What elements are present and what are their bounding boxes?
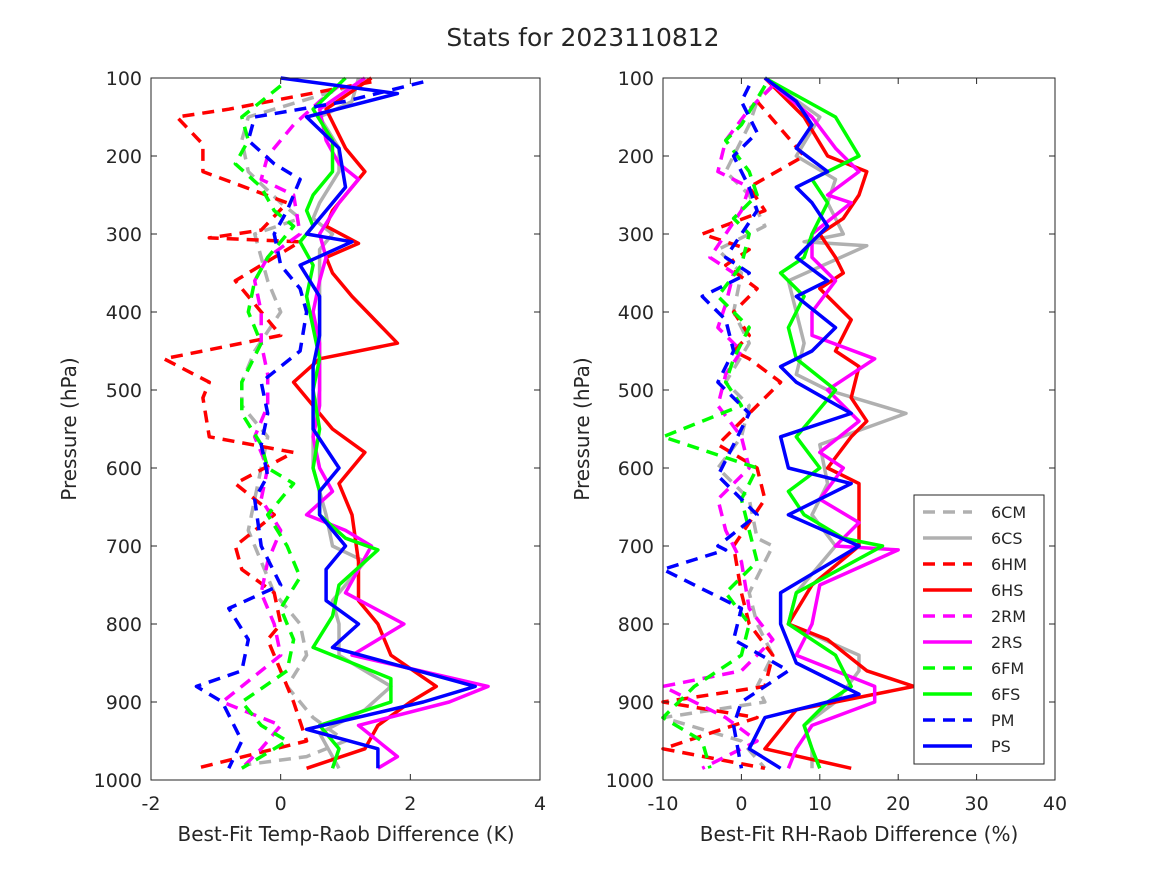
legend-label-6cs: 6CS <box>991 529 1023 548</box>
temp-ytick-label: 800 <box>106 614 142 636</box>
rh-panel: -10 0 10 20 30 40 100 200 300 400 500 600 700 800 900 1… <box>570 68 1067 846</box>
temp-ytick-label: 200 <box>106 146 142 168</box>
temp-panel: -2 0 2 4 100 200 300 400 500 600 700 800 900 1000 Bes… <box>57 68 546 846</box>
rh-xtick-label: -10 <box>647 793 678 815</box>
figure-title: Stats for 2023110812 <box>446 23 719 52</box>
rh-series-6fs <box>764 76 885 769</box>
legend-label-2rm: 2RM <box>991 607 1026 626</box>
rh-xtick-label: 40 <box>1043 793 1067 815</box>
temp-ytick-label: 900 <box>106 692 142 714</box>
temp-series-6hm <box>162 80 372 770</box>
rh-ytick-label: 800 <box>618 614 654 636</box>
rh-series-ps <box>747 76 861 770</box>
temp-ytick-label: 700 <box>106 536 142 558</box>
legend: 6CM 6CS 6HM 6HS 2RM 2RS 6FM 6FS PM PS <box>913 494 1045 765</box>
temp-series-6fs <box>298 76 393 769</box>
legend-label-6cm: 6CM <box>991 503 1026 522</box>
legend-label-6hm: 6HM <box>991 555 1027 574</box>
rh-y-axis-label: Pressure (hPa) <box>570 357 594 500</box>
rh-xtick-label: 0 <box>735 793 747 815</box>
temp-axes-box <box>150 77 541 781</box>
temp-ytick-label: 1000 <box>94 770 142 792</box>
rh-axes-box <box>662 77 1056 781</box>
temp-ytick-label: 600 <box>106 458 142 480</box>
rh-xtick-label: 30 <box>965 793 989 815</box>
legend-label-6fs: 6FS <box>991 685 1020 704</box>
legend-label-6hs: 6HS <box>991 581 1023 600</box>
temp-ytick-label: 300 <box>106 224 142 246</box>
legend-label-ps: PS <box>991 737 1011 756</box>
rh-ytick-label: 100 <box>618 68 654 90</box>
temp-series-6fm <box>233 84 302 770</box>
temp-series-2rm <box>220 84 341 770</box>
rh-ytick-label: 400 <box>618 302 654 324</box>
rh-x-axis-label: Best-Fit RH-Raob Difference (%) <box>700 822 1019 846</box>
temp-xtick-label: 2 <box>404 793 416 815</box>
rh-ytick-label: 500 <box>618 380 654 402</box>
legend-items: 6CM 6CS 6HM 6HS 2RM 2RS 6FM 6FS PM PS <box>923 503 1027 756</box>
temp-xtick-label: 4 <box>534 793 546 815</box>
rh-series-6hm <box>661 84 806 771</box>
rh-series-6cm <box>661 85 775 770</box>
temp-series-pm <box>194 80 424 770</box>
temp-ytick-label: 100 <box>106 68 142 90</box>
legend-label-6fm: 6FM <box>991 659 1024 678</box>
temp-ytick-label: 400 <box>106 302 142 324</box>
rh-series-2rm <box>661 84 775 770</box>
rh-xtick-label: 10 <box>808 793 832 815</box>
rh-ytick-label: 1000 <box>606 770 654 792</box>
rh-ytick-label: 300 <box>618 224 654 246</box>
legend-box <box>913 494 1045 765</box>
temp-xtick-label: 0 <box>275 793 287 815</box>
temp-ticks: -2 0 2 4 100 200 300 400 500 600 700 800 900 1000 <box>94 68 546 815</box>
rh-ytick-label: 900 <box>618 692 654 714</box>
rh-ytick-label: 700 <box>618 536 654 558</box>
rh-ticks: -10 0 10 20 30 40 100 200 300 400 500 600 700 800 900 1… <box>606 68 1067 815</box>
temp-x-axis-label: Best-Fit Temp-Raob Difference (K) <box>177 822 514 846</box>
rh-xtick-label: 20 <box>886 793 910 815</box>
rh-ytick-label: 600 <box>618 458 654 480</box>
temp-xtick-label: -2 <box>142 793 161 815</box>
rh-series-6hs <box>763 76 916 771</box>
rh-series-2rs <box>763 76 900 769</box>
temp-series-layer <box>162 76 490 770</box>
temp-series-ps <box>280 76 477 769</box>
rh-ytick-label: 200 <box>618 146 654 168</box>
rh-series-layer <box>661 76 916 771</box>
legend-label-2rs: 2RS <box>991 633 1022 652</box>
legend-label-pm: PM <box>991 711 1014 730</box>
temp-ytick-label: 500 <box>106 380 142 402</box>
temp-y-axis-label: Pressure (hPa) <box>57 357 81 500</box>
rh-series-pm <box>661 85 791 769</box>
